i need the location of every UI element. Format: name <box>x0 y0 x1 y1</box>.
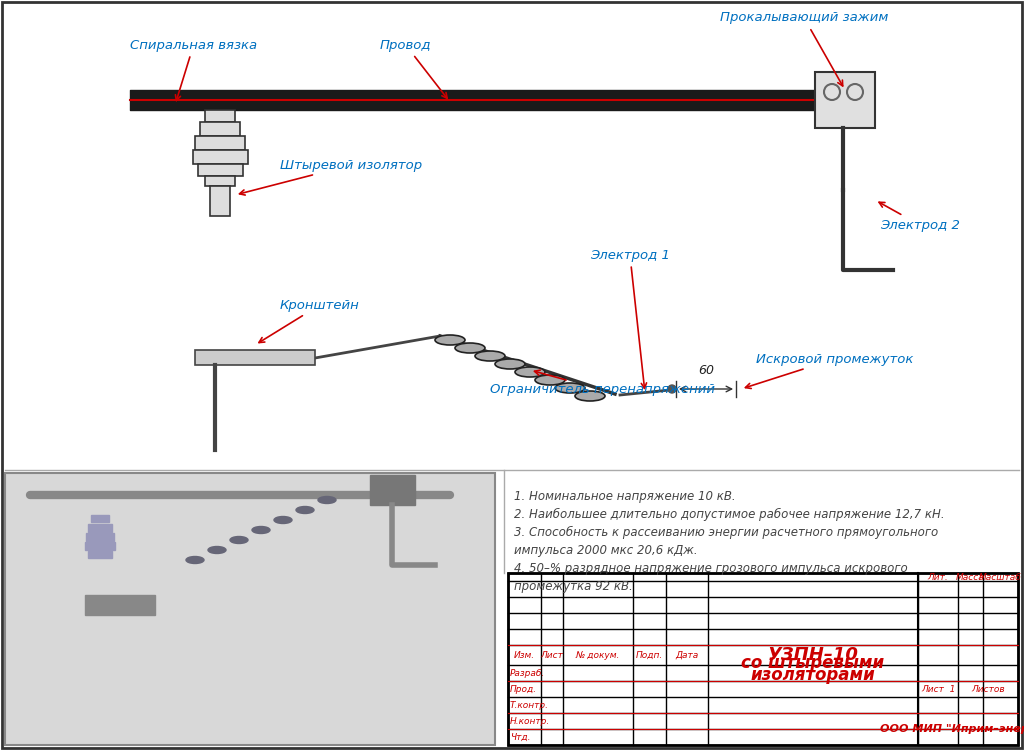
Text: Провод: Провод <box>380 38 447 98</box>
Text: Лист: Лист <box>541 650 563 659</box>
Ellipse shape <box>475 351 505 361</box>
Bar <box>205 110 234 122</box>
Bar <box>88 551 112 558</box>
Text: Искровой промежуток: Искровой промежуток <box>745 352 913 388</box>
Text: 1. Номинальное напряжение 10 кВ.: 1. Номинальное напряжение 10 кВ. <box>514 490 735 503</box>
Text: Спиральная вязка: Спиральная вязка <box>130 38 257 101</box>
Text: № докум.: № докум. <box>575 650 621 659</box>
Text: 2. Наибольшее длительно допустимое рабочее напряжение 12,7 кН.: 2. Наибольшее длительно допустимое рабоч… <box>514 508 944 521</box>
Text: Чтд.: Чтд. <box>510 733 530 742</box>
Ellipse shape <box>455 343 485 353</box>
Ellipse shape <box>495 359 525 369</box>
Text: ООО МИП "Иприм–энергия": ООО МИП "Иприм–энергия" <box>881 724 1024 734</box>
Text: УЗПН–10: УЗПН–10 <box>768 646 858 664</box>
Bar <box>88 524 112 532</box>
Text: Масштаб: Масштаб <box>979 572 1022 581</box>
Text: 60: 60 <box>698 364 714 377</box>
Text: со штыревыми: со штыревыми <box>741 654 885 672</box>
Ellipse shape <box>435 335 465 345</box>
Text: Н.контр.: Н.контр. <box>510 716 550 725</box>
Text: Лист  1: Лист 1 <box>921 685 955 694</box>
Text: Разраб.: Разраб. <box>510 668 545 677</box>
Ellipse shape <box>555 383 585 393</box>
Bar <box>205 176 234 186</box>
Text: Лит.: Лит. <box>928 572 948 581</box>
Text: Масса: Масса <box>956 572 985 581</box>
Ellipse shape <box>296 506 314 514</box>
Circle shape <box>668 385 676 393</box>
Bar <box>815 72 874 128</box>
Bar <box>195 136 245 150</box>
Bar <box>85 595 155 615</box>
Text: Электрод 1: Электрод 1 <box>590 248 670 388</box>
Text: импульса 2000 мкс 20,6 кДж.: импульса 2000 мкс 20,6 кДж. <box>514 544 697 557</box>
Text: промежутка 92 кВ.: промежутка 92 кВ. <box>514 580 633 593</box>
Text: Дата: Дата <box>676 650 698 659</box>
Bar <box>508 573 1018 745</box>
Ellipse shape <box>208 547 226 554</box>
Text: Прокалывающий зажим: Прокалывающий зажим <box>720 11 889 86</box>
Text: Изм.: Изм. <box>514 650 536 659</box>
Text: Листов: Листов <box>971 685 1005 694</box>
Text: Штыревой изолятор: Штыревой изолятор <box>240 158 422 195</box>
Bar <box>193 150 248 164</box>
Text: Т.контр.: Т.контр. <box>510 700 549 709</box>
Ellipse shape <box>535 375 565 385</box>
Bar <box>85 542 115 550</box>
Bar <box>86 533 114 541</box>
Text: Подп.: Подп. <box>636 650 664 659</box>
Ellipse shape <box>274 517 292 524</box>
Ellipse shape <box>318 496 336 503</box>
Text: изоляторами: изоляторами <box>751 666 876 684</box>
Text: 4. 50–% разрядное напряжение грозового импульса искрового: 4. 50–% разрядное напряжение грозового и… <box>514 562 907 575</box>
Bar <box>198 164 243 176</box>
Text: 3. Способность к рассеиванию энергии расчетного прямоугольного: 3. Способность к рассеиванию энергии рас… <box>514 526 938 539</box>
Ellipse shape <box>515 367 545 377</box>
Bar <box>195 350 315 365</box>
Bar <box>210 186 230 216</box>
Bar <box>200 122 240 136</box>
Text: Прод.: Прод. <box>510 685 538 694</box>
Ellipse shape <box>575 391 605 401</box>
Ellipse shape <box>186 556 204 563</box>
Bar <box>91 515 109 522</box>
Bar <box>5 473 495 745</box>
Text: Ограничитель перенапряжений: Ограничитель перенапряжений <box>490 370 715 397</box>
Bar <box>370 475 415 505</box>
Ellipse shape <box>252 526 270 533</box>
Text: Кронштейн: Кронштейн <box>259 298 359 343</box>
Ellipse shape <box>230 536 248 544</box>
Text: Электрод 2: Электрод 2 <box>879 202 959 232</box>
